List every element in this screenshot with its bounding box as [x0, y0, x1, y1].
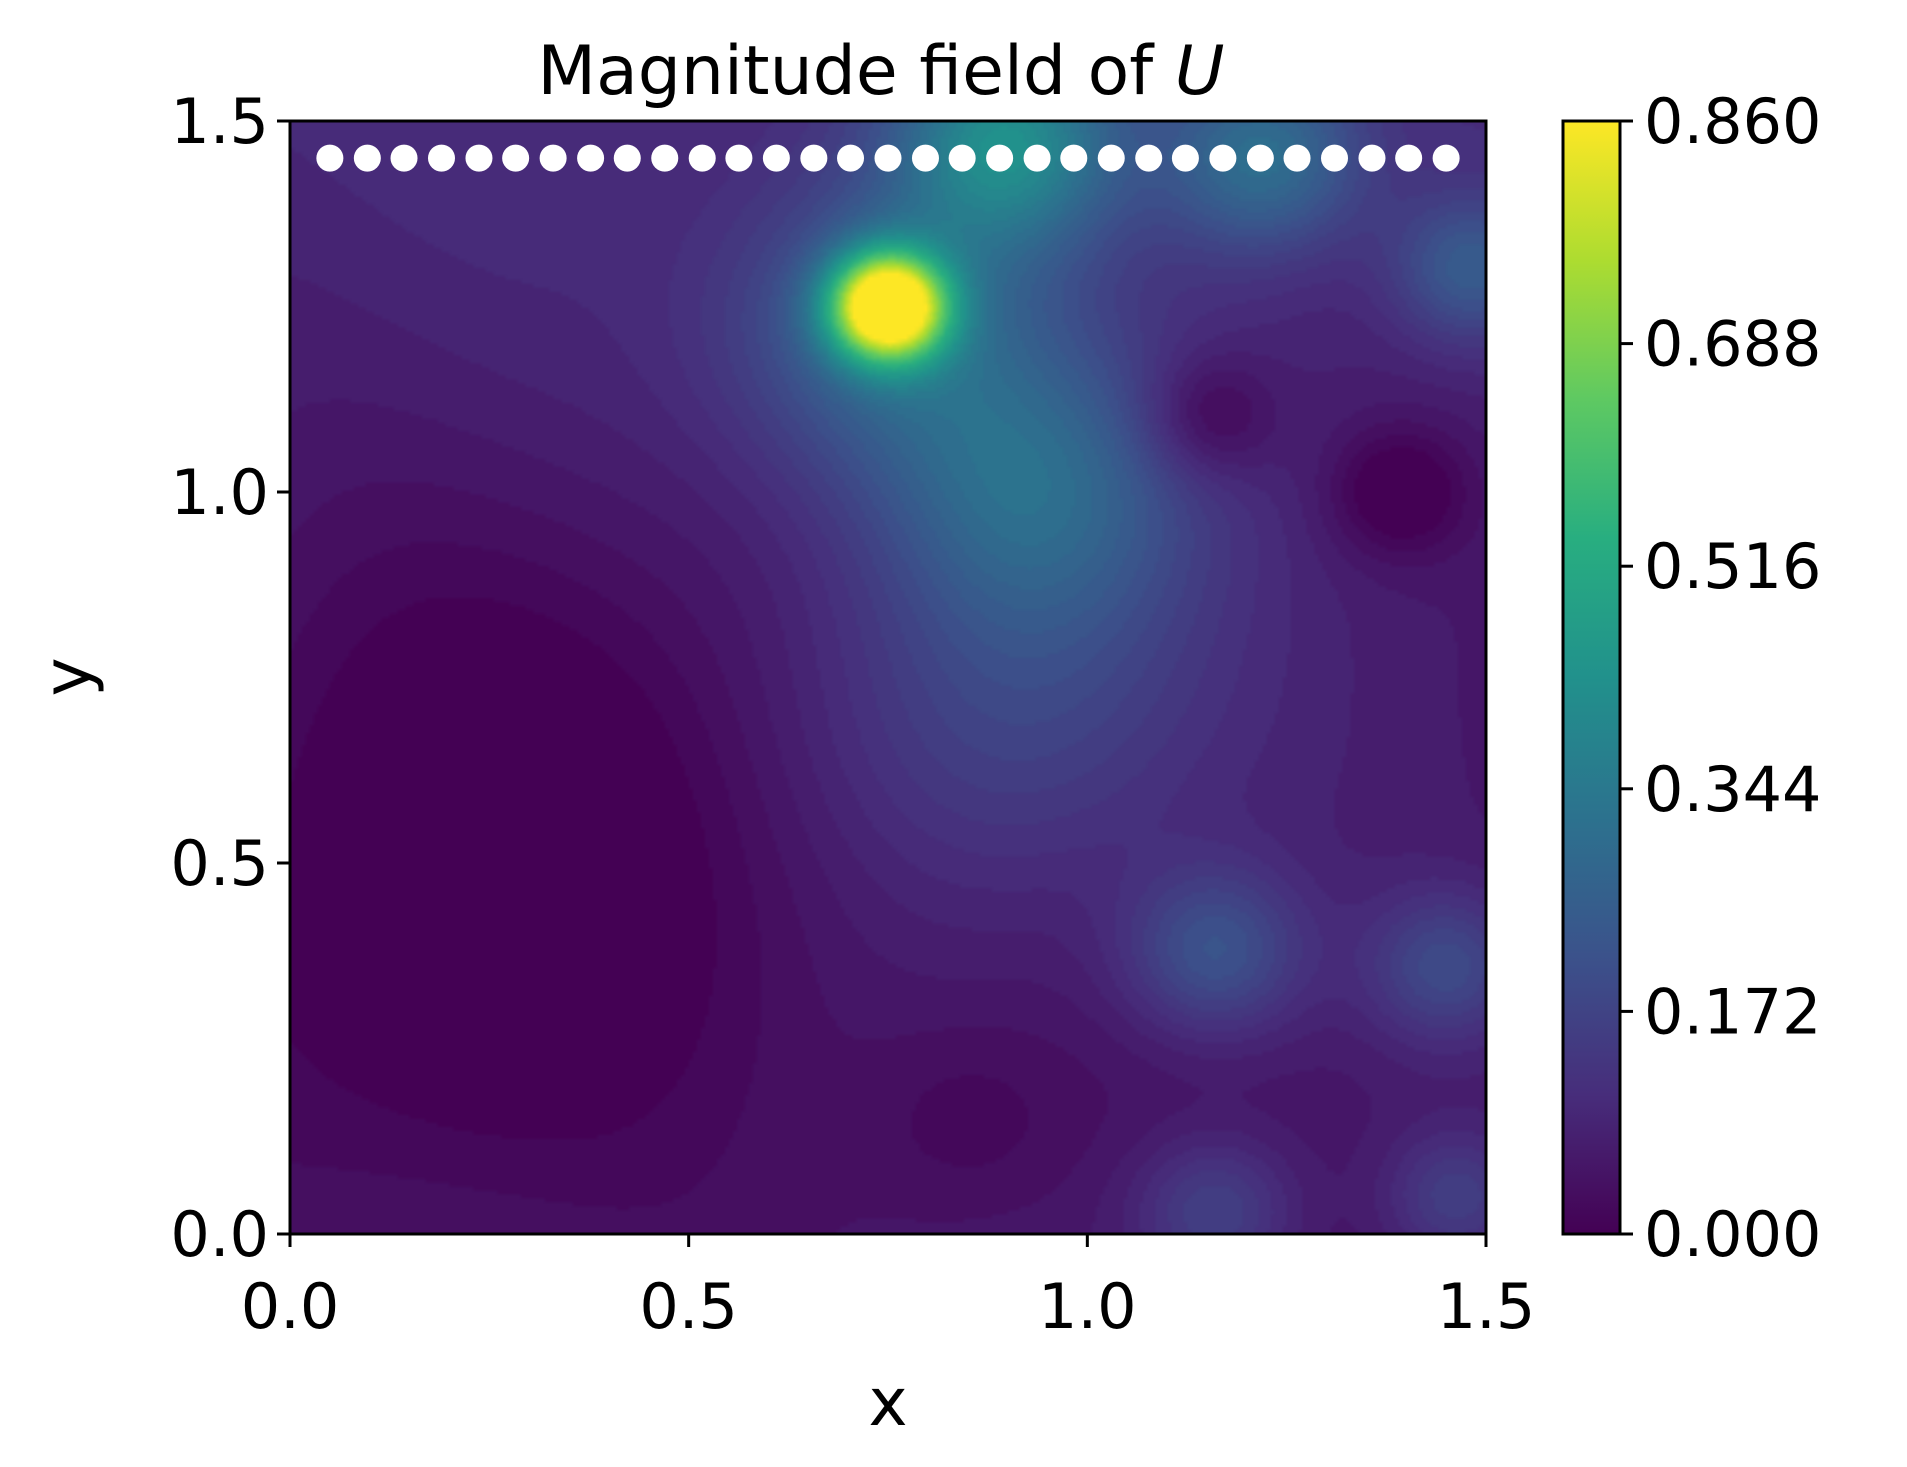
y-tick-label: 0.0 [170, 1198, 269, 1271]
sensor-point [539, 144, 567, 172]
x-tick-label: 1.5 [1437, 1270, 1536, 1343]
sensor-point [911, 144, 939, 172]
sensor-point [874, 144, 902, 172]
sensor-point [1209, 144, 1237, 172]
x-axis-ticks: 0.0 0.5 1.0 1.5 [241, 1234, 1536, 1343]
heatmap-field [290, 121, 1486, 1234]
colorbar-tick-label: 0.344 [1644, 753, 1822, 826]
sensor-point [1283, 144, 1311, 172]
sensor-point [1246, 144, 1274, 172]
sensor-point [1060, 144, 1088, 172]
sensor-point [1395, 144, 1423, 172]
y-tick-label: 1.5 [170, 85, 269, 158]
colorbar-ticks: 0.000 0.172 0.344 0.516 0.688 0.860 [1620, 85, 1822, 1271]
chart-title-variable: U [1175, 32, 1225, 111]
sensor-point [948, 144, 976, 172]
sensor-point [613, 144, 641, 172]
sensor-point [502, 144, 530, 172]
sensor-point [762, 144, 790, 172]
sensor-point [986, 144, 1014, 172]
sensor-point [1023, 144, 1051, 172]
sensor-point [725, 144, 753, 172]
colorbar-tick-label: 0.688 [1644, 308, 1822, 381]
x-axis-label: x [868, 1364, 907, 1441]
sensor-point [427, 144, 455, 172]
sensor-point [1097, 144, 1125, 172]
sensor-point [316, 144, 344, 172]
sensor-point [1135, 144, 1163, 172]
colorbar [1561, 119, 1622, 1236]
sensor-point [1432, 144, 1460, 172]
sensor-point [1358, 144, 1386, 172]
y-axis-ticks: 0.0 0.5 1.0 1.5 [170, 85, 290, 1271]
sensor-point [465, 144, 493, 172]
sensor-point [390, 144, 418, 172]
y-axis-label: y [29, 657, 106, 696]
x-tick-label: 0.5 [639, 1270, 738, 1343]
colorbar-tick-label: 0.860 [1644, 85, 1822, 158]
sensor-point [353, 144, 381, 172]
sensor-point [1171, 144, 1199, 172]
y-tick-label: 0.5 [170, 827, 269, 900]
colorbar-tick-label: 0.172 [1644, 975, 1822, 1048]
plot-frame [288, 119, 1488, 1236]
chart-title: Magnitude field of U [537, 32, 1224, 111]
y-tick-label: 1.0 [170, 456, 269, 529]
sensor-point [800, 144, 828, 172]
colorbar-tick-label: 0.516 [1644, 530, 1822, 603]
sensor-point [651, 144, 679, 172]
sensor-point [1321, 144, 1349, 172]
sensor-points [316, 144, 1460, 172]
x-tick-label: 0.0 [241, 1270, 340, 1343]
chart-title-text: Magnitude field of [537, 32, 1174, 111]
colorbar-tick-label: 0.000 [1644, 1198, 1822, 1271]
sensor-point [577, 144, 605, 172]
sensor-point [837, 144, 865, 172]
sensor-point [688, 144, 716, 172]
x-tick-label: 1.0 [1038, 1270, 1137, 1343]
